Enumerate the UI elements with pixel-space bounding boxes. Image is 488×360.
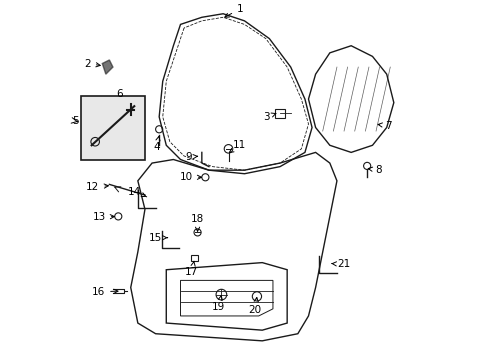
Text: 8: 8 <box>367 165 381 175</box>
Bar <box>274 109 285 118</box>
Text: 21: 21 <box>331 260 350 269</box>
Text: 6: 6 <box>116 89 122 99</box>
Bar <box>191 255 198 261</box>
Text: 13: 13 <box>92 212 114 222</box>
Text: 15: 15 <box>148 233 167 243</box>
Text: 2: 2 <box>84 59 100 68</box>
Text: 11: 11 <box>229 140 246 153</box>
Text: 1: 1 <box>224 4 243 17</box>
Text: 20: 20 <box>248 297 261 315</box>
Text: 12: 12 <box>86 182 108 192</box>
Text: 4: 4 <box>153 136 160 152</box>
Text: 14: 14 <box>128 186 146 197</box>
Text: 5: 5 <box>72 116 78 126</box>
Polygon shape <box>102 60 113 74</box>
Text: 17: 17 <box>185 261 198 277</box>
Text: 7: 7 <box>377 121 391 131</box>
Text: 19: 19 <box>212 296 225 312</box>
Text: 10: 10 <box>180 172 201 182</box>
Text: 18: 18 <box>190 214 204 231</box>
Text: 9: 9 <box>185 152 197 162</box>
Text: 16: 16 <box>92 287 118 297</box>
Text: 3: 3 <box>263 112 275 122</box>
FancyBboxPatch shape <box>81 95 144 159</box>
